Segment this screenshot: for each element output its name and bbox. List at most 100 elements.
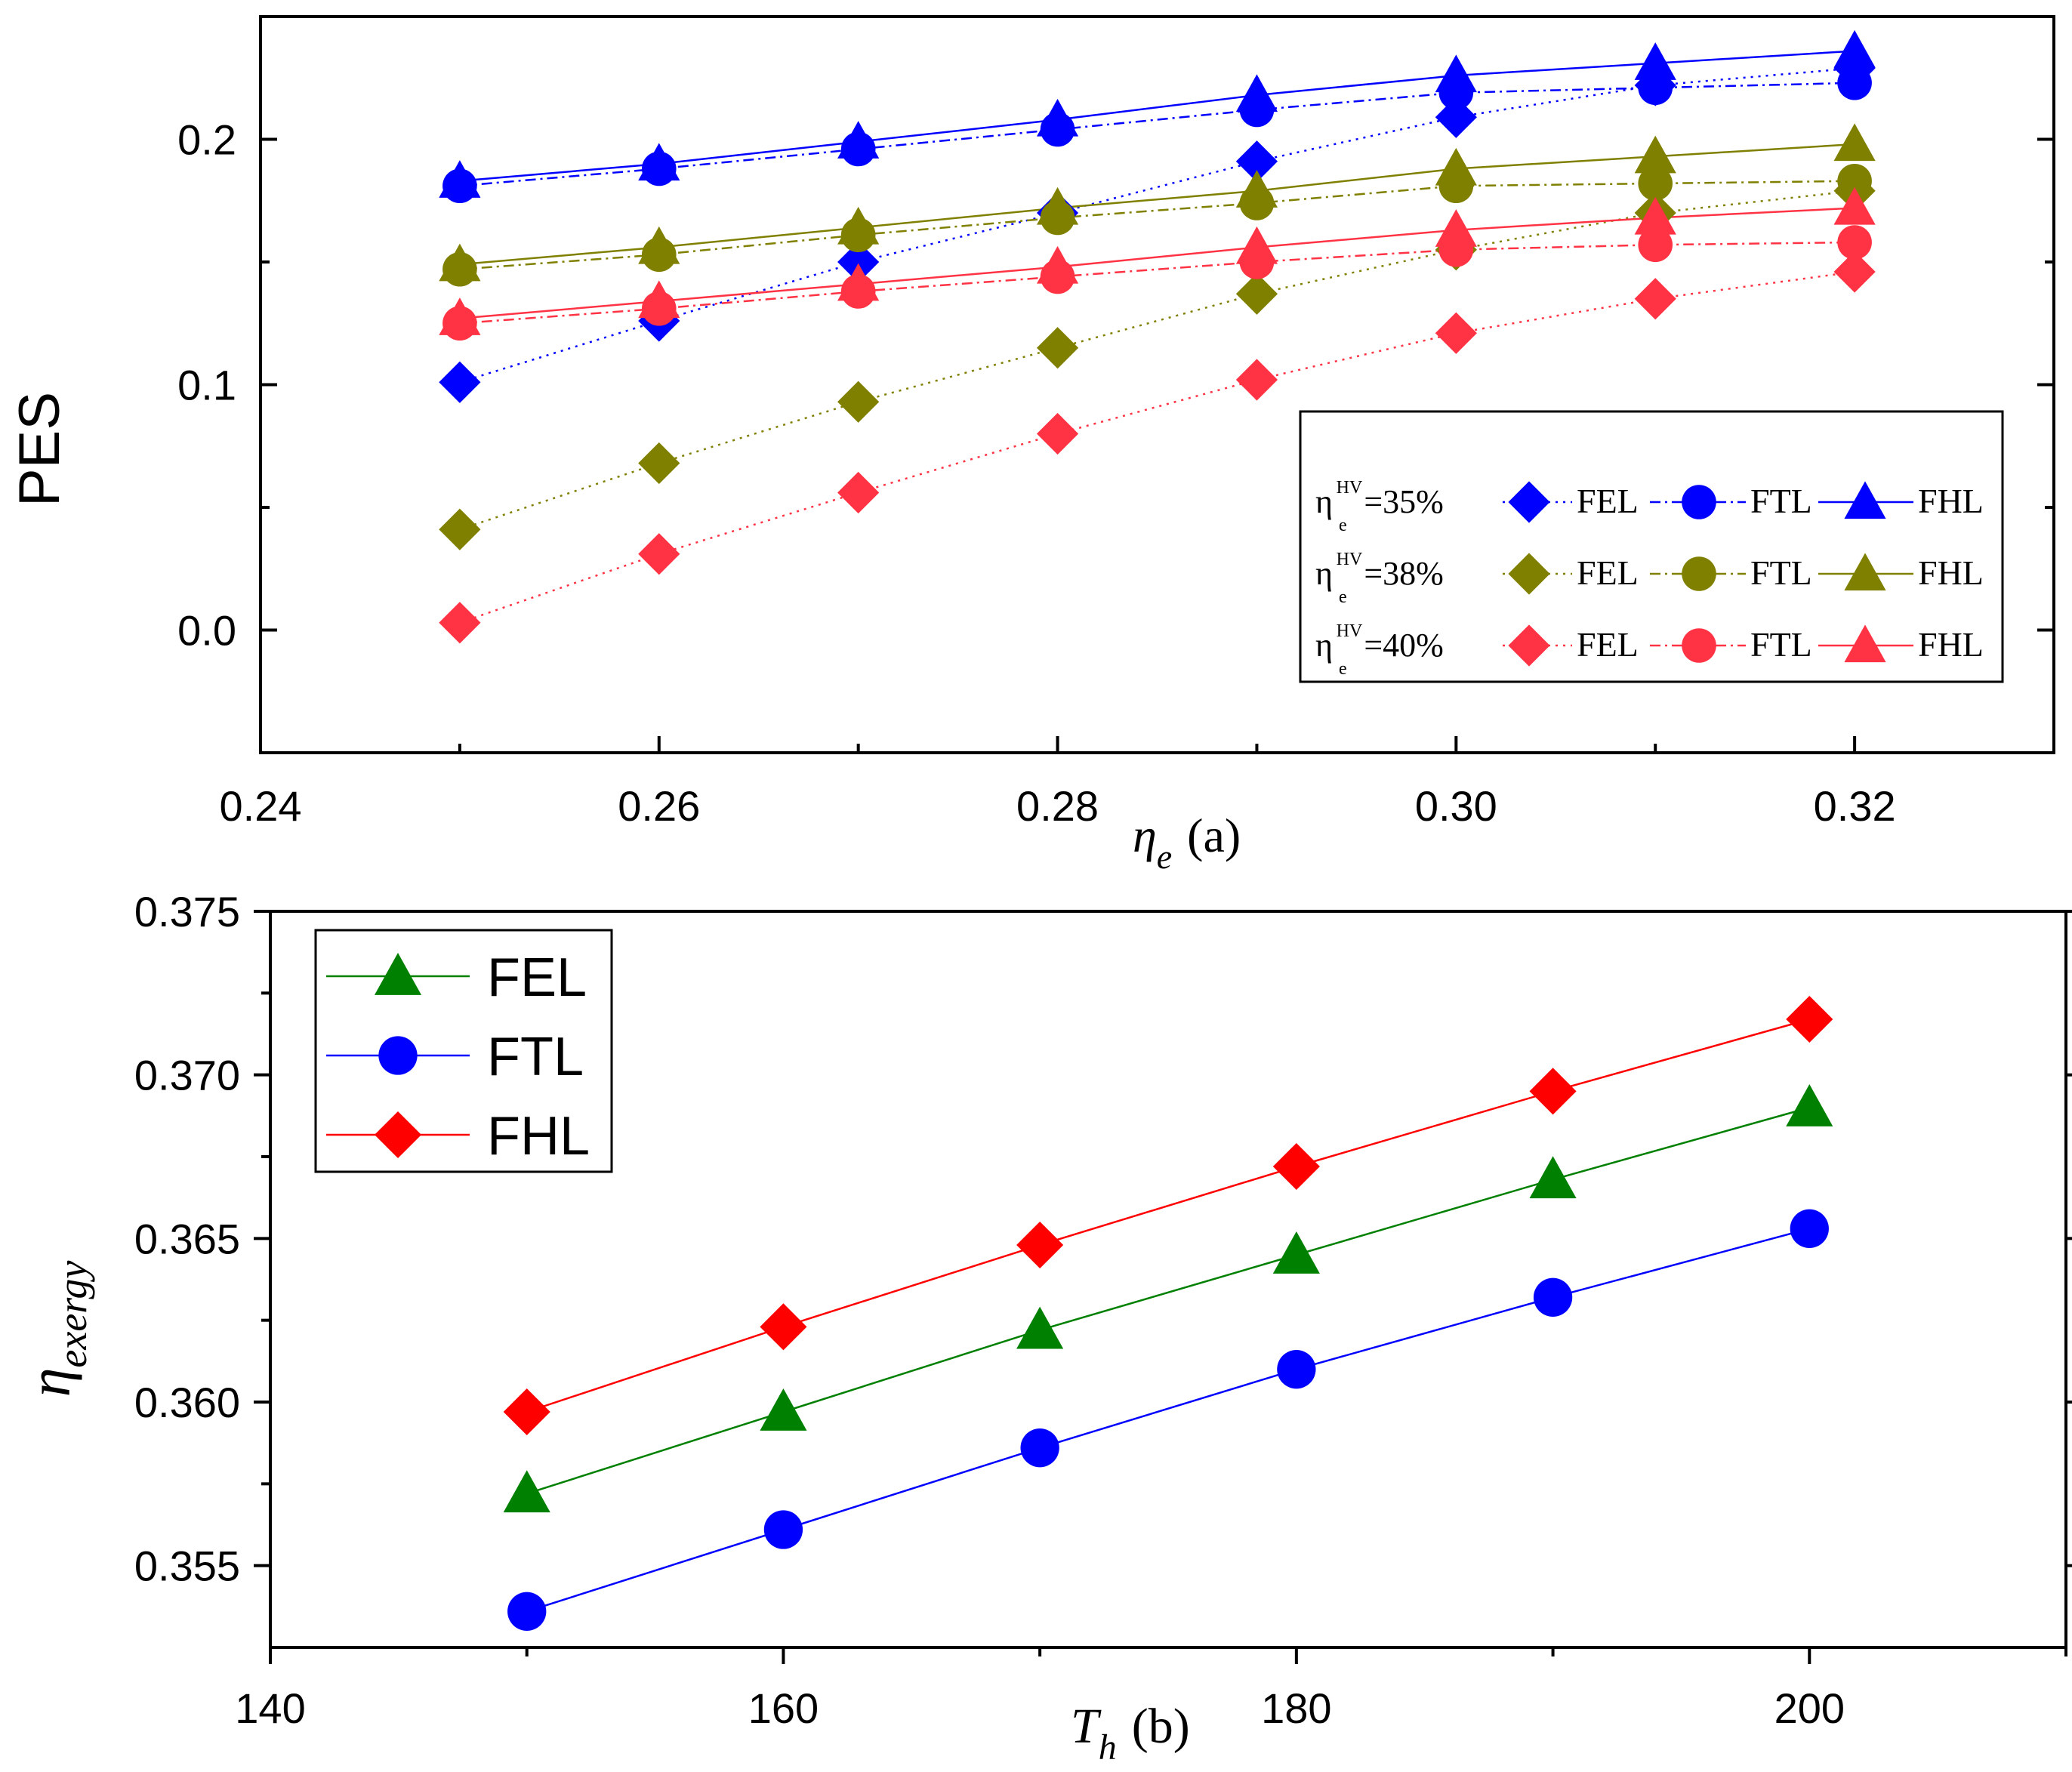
panel-a-legend-marker xyxy=(1508,553,1550,595)
panel-b-y-tick-label: 0.370 xyxy=(134,1052,240,1099)
panel-b-x-ticks: 140 160 180 200 xyxy=(235,1647,2067,1732)
panel-a-y-tick-label: 0.2 xyxy=(177,116,236,164)
panel-a: 0.24 0.26 0.28 0.30 0.32 0.00.10.2 PES ηe (a)… xyxy=(8,15,2055,876)
panel-a-legend-label-bg xyxy=(1572,550,1642,587)
panel-a-x-axis-suffix: (a) xyxy=(1187,809,1241,862)
panel-b-legend-marker xyxy=(378,1036,418,1075)
panel-a-legend-value: =35% xyxy=(1364,483,1443,520)
panel-b-y-tick-label: 0.375 xyxy=(134,888,240,935)
panel-a-point-2-fhl xyxy=(837,263,880,301)
panel-b-x-tick-label: 160 xyxy=(748,1684,819,1732)
panel-a-y-tick-label: 0.1 xyxy=(177,362,236,409)
panel-b-legend: FEL FTL FHL xyxy=(314,929,613,1173)
panel-a-point-0-fhl xyxy=(837,121,880,159)
panel-b-legend-marker xyxy=(374,952,422,995)
panel-a-legend-label-bg xyxy=(1913,621,1983,659)
panel-a-legend-sup: HV xyxy=(1337,550,1363,569)
panel-b-point-ftl xyxy=(1790,1209,1829,1248)
panel-a-point-1-fhl xyxy=(1634,135,1676,174)
panel-b-point-fhl xyxy=(760,1303,807,1351)
panel-a-legend-series-label: FTL xyxy=(1750,482,1812,520)
panel-a-point-0-fel xyxy=(439,361,481,403)
panel-a-legend-marker xyxy=(1682,628,1716,663)
panel-a-point-0-ftl xyxy=(1837,65,1872,100)
panel-a-point-2-ftl xyxy=(1638,227,1673,263)
panel-b-line-ftl xyxy=(526,1228,1810,1613)
panel-b-point-ftl xyxy=(1277,1350,1316,1389)
panel-a-point-2-fhl xyxy=(1036,245,1079,284)
panel-b-line-fhl xyxy=(526,1018,1810,1413)
panel-a-point-2-fel xyxy=(837,471,880,514)
panel-a-point-2-fhl xyxy=(638,280,680,319)
panel-a-x-ticks: 0.24 0.26 0.28 0.30 0.32 xyxy=(220,736,1896,830)
panel-a-legend-marker xyxy=(1682,556,1716,591)
panel-a-legend-box xyxy=(1299,410,2004,683)
panel-b-x-tick-label: 200 xyxy=(1774,1684,1845,1732)
panel-a-point-1-fel xyxy=(1235,273,1278,315)
panel-a-x-axis-symbol: η xyxy=(1133,809,1157,862)
panel-a-point-1-ftl xyxy=(1837,163,1872,199)
panel-a-legend-marker xyxy=(1682,485,1716,519)
panel-a-line-0-fel xyxy=(459,67,1855,384)
panel-a-point-0-fhl xyxy=(1036,98,1079,137)
panel-a-legend-series-label: FEL xyxy=(1577,625,1639,664)
panel-a-legend-group-label: ηe HV=35% xyxy=(1315,478,1444,535)
panel-b-point-fel xyxy=(1272,1231,1320,1274)
panel-a-point-1-fhl xyxy=(1833,123,1876,162)
panel-a-x-tick-label: 0.24 xyxy=(220,782,302,830)
panel-a-legend-marker xyxy=(1844,624,1886,663)
panel-b-y-ticks: 0.355 0.360 0.365 0.370 0.375 xyxy=(134,888,2072,1590)
panel-b-x-axis-label: Th (b) xyxy=(1071,1699,1190,1767)
panel-a-point-0-fhl xyxy=(638,143,680,181)
panel-a-legend-series-label: FHL xyxy=(1918,553,1984,592)
panel-a-point-2-ftl xyxy=(1837,225,1872,260)
panel-a-point-2-fel xyxy=(1435,312,1477,354)
panel-b-legend-label: FTL xyxy=(487,1027,584,1087)
panel-b-point-ftl xyxy=(763,1510,803,1549)
panel-a-x-axis-label: ηe (a) xyxy=(1133,809,1241,876)
panel-a-point-1-fel xyxy=(837,381,880,423)
panel-a-point-0-fhl xyxy=(1435,54,1477,93)
panel-a-legend-sup: HV xyxy=(1337,478,1363,498)
panel-a-legend-label-bg xyxy=(1913,478,1983,516)
panel-a-legend-value: =38% xyxy=(1364,555,1443,592)
panel-a-point-2-fel xyxy=(1036,412,1079,455)
panel-a-point-2-fel xyxy=(1634,278,1676,320)
panel-b-point-ftl xyxy=(507,1592,547,1631)
panel-a-point-0-fhl xyxy=(1634,42,1676,80)
panel-a-x-tick-label: 0.32 xyxy=(1814,782,1896,830)
panel-a-line-1-ftl xyxy=(459,180,1855,270)
panel-a-x-tick-label: 0.28 xyxy=(1016,782,1099,830)
panel-a-point-1-fel xyxy=(638,442,680,485)
panel-b-x-axis-subscript: h xyxy=(1099,1727,1117,1767)
panel-a-legend-label-bg xyxy=(1746,478,1815,516)
panel-a-legend-group-label: ηe HV=40% xyxy=(1315,621,1444,679)
panel-a-legend-label-bg xyxy=(1746,621,1815,659)
panel-a-line-2-fhl xyxy=(459,207,1855,319)
panel-b-point-fel xyxy=(1016,1306,1064,1349)
panel-a-legend-label-bg xyxy=(1572,478,1642,516)
panel-a-legend-series-label: FTL xyxy=(1750,553,1812,592)
panel-a-point-1-ftl xyxy=(1638,166,1673,201)
panel-b-point-fel xyxy=(1786,1083,1833,1126)
panel-a-legend-eta: η xyxy=(1315,627,1333,664)
panel-b-legend-label: FHL xyxy=(487,1106,590,1166)
panel-b-point-ftl xyxy=(1020,1428,1059,1468)
panel-a-legend-marker xyxy=(1844,481,1886,519)
panel-b-line-fel xyxy=(526,1106,1810,1495)
panel-b-point-fhl xyxy=(1786,995,1833,1043)
panel-a-point-1-fhl xyxy=(1435,147,1477,186)
panel-a-line-0-ftl xyxy=(459,82,1855,187)
panel-a-line-0-fhl xyxy=(459,50,1855,182)
panel-a-point-1-fhl xyxy=(1235,170,1278,208)
panel-a-legend-eta: η xyxy=(1315,555,1333,592)
panel-b-x-axis-suffix: (b) xyxy=(1132,1699,1190,1754)
panel-b-point-fhl xyxy=(1529,1068,1577,1115)
panel-a-point-1-fel xyxy=(439,508,481,550)
panel-b-legend-marker xyxy=(374,1111,422,1159)
panel-a-x-tick-label: 0.30 xyxy=(1415,782,1497,830)
panel-a-point-2-fhl xyxy=(1634,196,1676,235)
